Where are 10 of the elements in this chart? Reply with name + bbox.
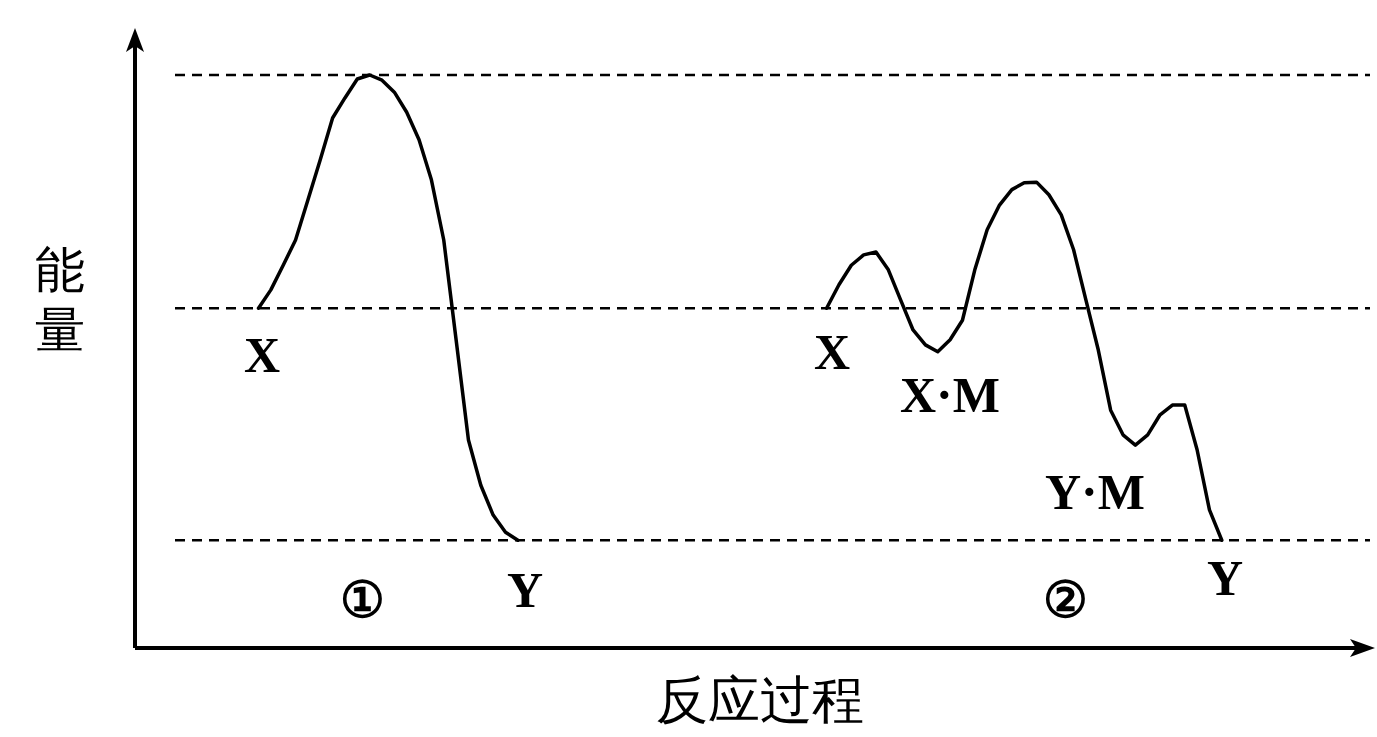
x-axis-title: 反应过程 [656, 671, 864, 729]
annotation: ② [1042, 572, 1088, 628]
y-axis-title: 能量 [35, 242, 85, 358]
annotation: X [813, 324, 851, 380]
annotation: X [243, 327, 281, 383]
annotation: Y·M [1045, 464, 1145, 520]
annotation: Y [1206, 550, 1244, 606]
annotation: Y [506, 562, 544, 618]
annotation: X·M [900, 367, 1000, 423]
annotation: ① [339, 572, 385, 628]
